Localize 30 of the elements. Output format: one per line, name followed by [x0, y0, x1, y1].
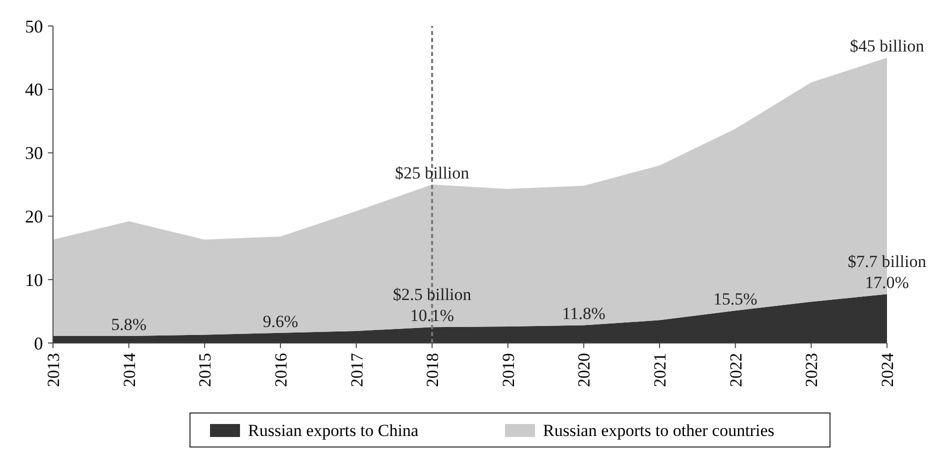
x-tick-label: 2014	[120, 352, 139, 387]
annotation: 9.6%	[262, 312, 298, 331]
annotation: $7.7 billion	[848, 252, 927, 272]
x-tick-label: 2022	[726, 353, 746, 387]
annotation: 17.0%	[865, 273, 909, 292]
x-tick-label: 2018	[423, 353, 442, 387]
legend-label: Russian exports to other countries	[543, 421, 774, 440]
x-tick-label: 2020	[574, 353, 594, 387]
annotation: 15.5%	[713, 290, 758, 309]
y-tick-label: 20	[25, 206, 43, 226]
annotation: $2.5 billion	[392, 285, 472, 304]
annotation: $25 billion	[395, 164, 470, 182]
y-tick-label: 10	[25, 270, 43, 290]
x-tick-label: 2023	[802, 353, 822, 387]
annotation: 10.1%	[410, 306, 454, 326]
annotation: $45 billion	[850, 36, 925, 56]
annotation: 5.8%	[111, 315, 147, 334]
y-tick-label: 30	[25, 143, 43, 164]
x-tick-label: 2016	[271, 353, 290, 387]
annotation: 11.8%	[562, 304, 606, 324]
x-tick-label: 2019	[498, 353, 518, 387]
y-tick-label: 50	[25, 16, 43, 36]
y-tick-label: 40	[25, 80, 43, 100]
x-tick-label: 2024	[878, 352, 897, 387]
x-tick-label: 2015	[196, 353, 215, 387]
x-tick-label: 2017	[347, 352, 366, 387]
legend-label: Russian exports to China	[248, 421, 419, 440]
y-tick-label: 0	[34, 333, 43, 354]
x-tick-label: 2013	[44, 353, 63, 387]
x-tick-label: 2021	[650, 353, 670, 387]
